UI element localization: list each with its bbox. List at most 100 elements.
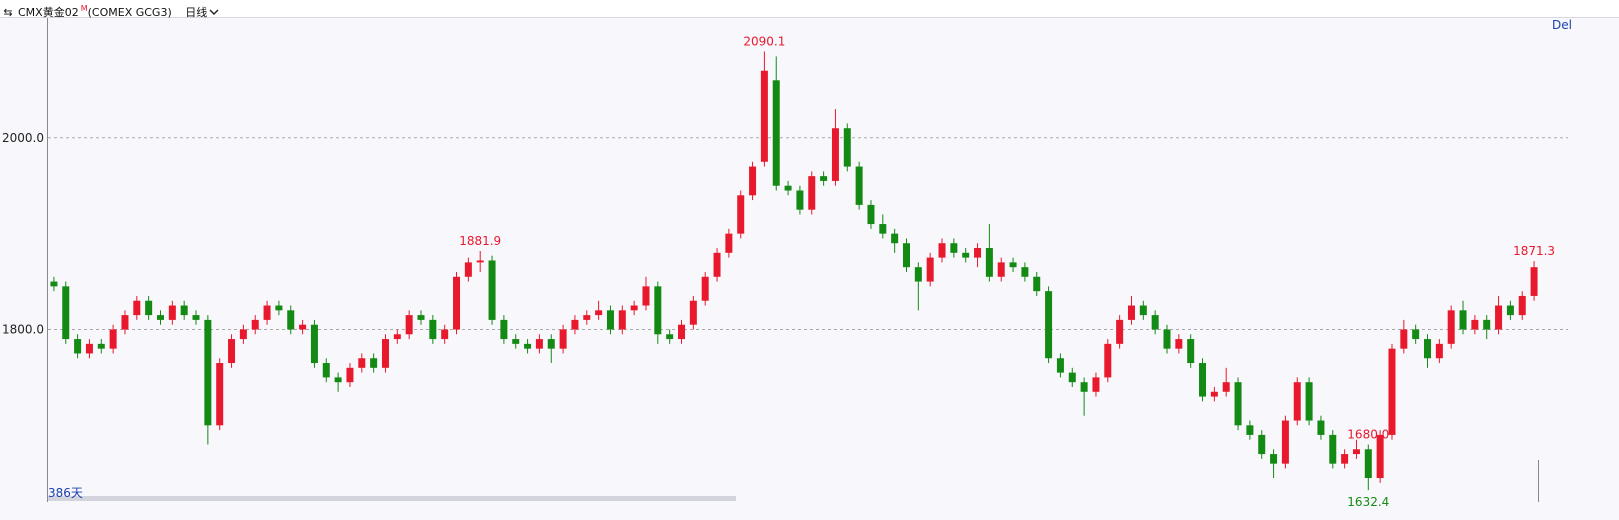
extreme-label: 2090.1 [743,34,785,48]
candle-body [121,315,129,330]
period-label: 日线 [185,5,208,19]
extreme-label: 1871.3 [1513,244,1555,258]
candle-body [500,319,508,340]
candle-body [322,363,330,378]
candle-body [358,358,366,368]
candle-body [405,315,413,335]
candle-body [808,176,816,210]
candle-body [524,343,532,349]
candle-body [453,276,461,330]
candle-body [1139,305,1147,316]
candle-body [156,315,164,320]
candle-body [1471,319,1479,330]
scrollbar[interactable] [48,496,736,501]
candle-body [1352,449,1360,455]
candle-body [204,319,212,426]
dropdown-arrow [209,9,219,15]
candle-body [1080,382,1088,392]
chart-header: ⇆ CMX黄金02 M(COMEX GCG3) 日线 [0,0,1619,19]
candle-body [1199,363,1207,397]
candle-body [512,339,520,344]
candle-body [1175,339,1183,349]
candle-body [583,315,591,320]
candle-body [1518,295,1526,316]
candle-body [1364,449,1372,479]
candle-body [796,190,804,210]
candle-body [1412,329,1420,340]
candle-body [606,310,614,330]
extreme-label: 1680.0 [1347,427,1389,441]
candle-body [1210,391,1218,397]
candle-body [820,176,828,181]
y-tick-label: 1800.0 [2,322,44,336]
candle-body [1530,267,1538,296]
candle-body [689,300,697,325]
extreme-label: 1881.9 [459,234,501,248]
candle-body [867,204,875,225]
candle-body [1009,262,1017,268]
candle-body [1388,348,1396,435]
title-mark: M [80,4,88,13]
candle-body [1127,305,1135,320]
candle-body [251,319,259,330]
candle-body [618,310,626,330]
candle-body [488,260,496,320]
candle-body [678,324,686,340]
candle-body [381,339,389,368]
candle-body [1435,343,1443,359]
candle-body [997,262,1005,277]
candle-body [1258,434,1266,455]
candle-body [1222,382,1230,392]
candle-body [843,128,851,167]
candle-body [1329,434,1337,464]
candle-body [654,286,662,335]
candle-body [784,185,792,191]
chart-title: CMX黄金02 [18,5,79,19]
candle-body [417,315,425,320]
candle-body [713,252,721,277]
candle-body [1068,372,1076,383]
candle-body [1033,276,1041,292]
candle-body [346,367,354,383]
candle-body [547,339,555,349]
candle-body [74,339,82,354]
candle-body [1495,305,1503,330]
candle-body [1187,339,1195,364]
candle-body [228,339,236,364]
candle-body [85,343,93,354]
candle-body [1483,319,1491,330]
candle-body [1270,454,1278,464]
candle-body [1104,343,1112,378]
candle-body [701,276,709,301]
candle-body [1459,310,1467,330]
candle-body [760,70,768,162]
link-icon[interactable]: ⇆ [3,5,13,19]
candle-body [938,243,946,258]
candle-body [1281,420,1289,464]
candle-body [914,267,922,282]
candle-body [370,358,378,368]
candle-body [310,324,318,364]
candle-body [772,80,780,186]
candle-body [133,300,141,316]
candle-body [1317,420,1325,435]
y-tick-label: 2000.0 [2,131,44,145]
candle-body [879,224,887,234]
candle-body [109,329,117,349]
candle-body [168,305,176,320]
candle-body [891,233,899,244]
candle-body [1447,310,1455,344]
candle-body [62,286,70,340]
candle-body [962,252,970,258]
candle-body [441,329,449,340]
period-selector[interactable]: 日线 [185,6,219,19]
candle-body [559,329,567,349]
candle-body [1045,291,1053,359]
candle-body [902,243,910,268]
candle-body [1246,425,1254,435]
candle-body [1506,305,1514,316]
candle-body [334,377,342,383]
candle-body [192,315,200,320]
